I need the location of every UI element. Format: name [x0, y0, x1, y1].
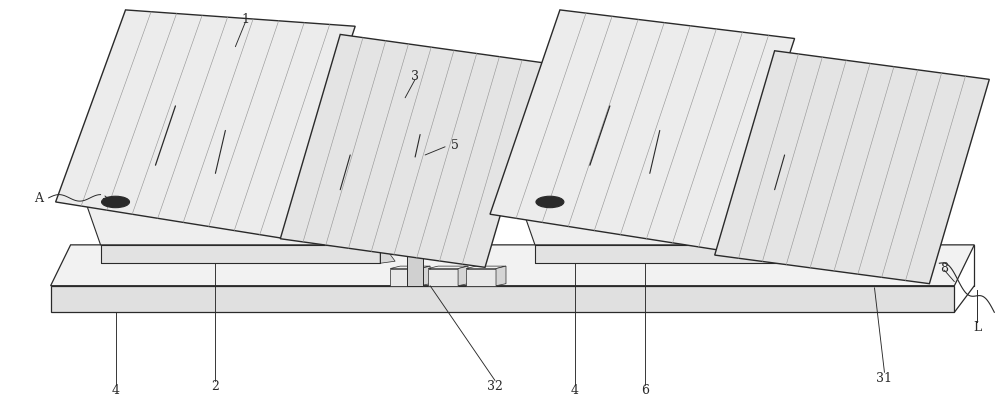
Polygon shape — [535, 245, 815, 264]
Text: 4: 4 — [112, 384, 120, 396]
Polygon shape — [280, 35, 545, 267]
Polygon shape — [540, 184, 576, 187]
Text: 31: 31 — [876, 371, 892, 384]
Polygon shape — [566, 184, 576, 202]
Polygon shape — [871, 184, 881, 202]
Polygon shape — [195, 184, 205, 202]
Polygon shape — [604, 184, 640, 187]
Polygon shape — [145, 166, 165, 202]
Polygon shape — [56, 11, 355, 239]
Polygon shape — [875, 187, 899, 202]
Polygon shape — [390, 266, 430, 269]
Text: L: L — [973, 320, 981, 333]
Polygon shape — [420, 266, 430, 286]
Text: 2: 2 — [211, 380, 219, 392]
Polygon shape — [51, 286, 954, 312]
Polygon shape — [580, 166, 600, 202]
Polygon shape — [715, 52, 989, 284]
Text: A: A — [34, 192, 43, 205]
Polygon shape — [380, 241, 395, 264]
Polygon shape — [899, 184, 909, 202]
Text: 1: 1 — [241, 13, 249, 25]
Polygon shape — [407, 157, 423, 286]
Polygon shape — [428, 266, 468, 269]
Polygon shape — [765, 190, 785, 202]
Polygon shape — [540, 187, 566, 202]
Polygon shape — [163, 184, 173, 202]
Text: 6: 6 — [641, 384, 649, 396]
Text: 5: 5 — [451, 139, 459, 152]
Text: 8: 8 — [940, 261, 948, 274]
Polygon shape — [106, 187, 132, 202]
Circle shape — [536, 197, 564, 208]
Polygon shape — [106, 184, 141, 187]
Polygon shape — [169, 184, 205, 187]
Polygon shape — [598, 184, 608, 202]
Circle shape — [102, 197, 130, 208]
Polygon shape — [390, 269, 420, 286]
Polygon shape — [640, 174, 660, 202]
Polygon shape — [138, 184, 173, 187]
Polygon shape — [875, 184, 909, 187]
Text: 32: 32 — [487, 380, 503, 392]
Polygon shape — [275, 182, 295, 202]
Polygon shape — [520, 202, 815, 245]
Polygon shape — [820, 187, 844, 202]
Polygon shape — [710, 182, 730, 202]
Polygon shape — [169, 187, 195, 202]
Text: 3: 3 — [411, 70, 419, 83]
Polygon shape — [428, 269, 458, 286]
Polygon shape — [466, 269, 496, 286]
Polygon shape — [466, 266, 506, 269]
Polygon shape — [844, 184, 854, 202]
Polygon shape — [86, 202, 380, 245]
Polygon shape — [572, 187, 598, 202]
Polygon shape — [458, 266, 468, 286]
Polygon shape — [51, 245, 974, 286]
Polygon shape — [630, 184, 640, 202]
Polygon shape — [848, 187, 871, 202]
Polygon shape — [101, 245, 380, 264]
Polygon shape — [848, 184, 881, 187]
Polygon shape — [205, 174, 225, 202]
Polygon shape — [604, 187, 630, 202]
Polygon shape — [572, 184, 608, 187]
Polygon shape — [330, 190, 350, 202]
Text: 4: 4 — [571, 384, 579, 396]
Polygon shape — [138, 187, 163, 202]
Polygon shape — [490, 11, 795, 252]
Polygon shape — [820, 184, 854, 187]
Polygon shape — [132, 184, 141, 202]
Polygon shape — [496, 266, 506, 286]
